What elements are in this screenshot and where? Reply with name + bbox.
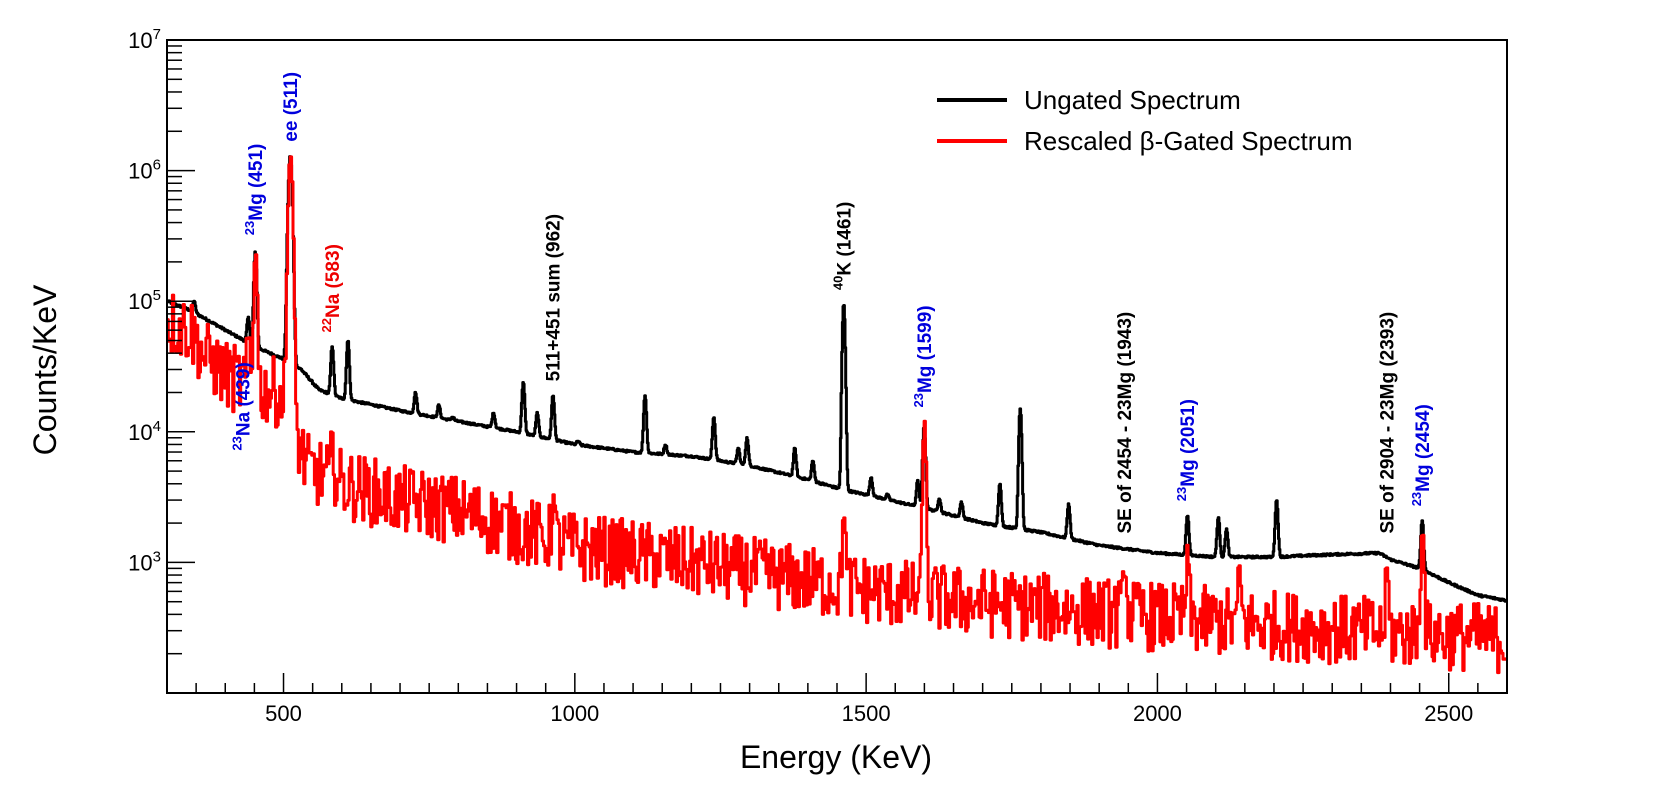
peak-annotation: 40K (1461) <box>830 202 855 290</box>
x-axis-title: Energy (KeV) <box>740 739 932 775</box>
y-tick-label: 103 <box>128 548 161 575</box>
x-axis-ticks: 500 1000 1500 2000 2500 <box>195 673 1508 726</box>
x-tick-label: 1000 <box>550 701 599 726</box>
y-axis-title: Counts/KeV <box>27 284 63 455</box>
peak-annotation: SE of 2904 - 23Mg (2393) <box>1377 312 1398 534</box>
peak-annotation: 23Mg (2454) <box>1409 404 1434 506</box>
peak-annotation: ee (511) <box>281 72 302 142</box>
x-tick-label: 1500 <box>842 701 891 726</box>
peak-annotation: 23Mg (1599) <box>911 305 936 407</box>
peak-annotation: 23Na (439) <box>230 362 255 450</box>
plot-area <box>167 155 1507 675</box>
peak-annotation: 23Mg (2051) <box>1174 399 1199 501</box>
y-tick-label: 105 <box>128 287 161 314</box>
series-ungated-spectrum-line <box>167 155 1507 603</box>
peak-annotation: 23Mg (451) <box>242 144 267 236</box>
legend-label-gated: Rescaled β-Gated Spectrum <box>1024 126 1353 156</box>
x-tick-label: 2500 <box>1424 701 1473 726</box>
y-axis-ticks: 103 104 105 106 107 <box>128 26 195 694</box>
peak-annotation: 511+451 sum (962) <box>544 214 565 381</box>
y-tick-label: 106 <box>128 157 161 184</box>
x-tick-label: 500 <box>265 701 302 726</box>
peak-annotation: 22Na (583) <box>319 244 344 332</box>
legend: Ungated Spectrum Rescaled β-Gated Spectr… <box>937 85 1353 156</box>
y-tick-label: 107 <box>128 26 161 53</box>
legend-label-ungated: Ungated Spectrum <box>1024 85 1241 115</box>
peak-annotation: SE of 2454 - 23Mg (1943) <box>1115 312 1136 534</box>
y-tick-label: 104 <box>128 418 161 445</box>
peak-annotations: 23Na (439) 23Mg (451) ee (511) 22Na (583) 51… <box>230 72 1434 534</box>
series-beta-gated-spectrum-line <box>167 155 1507 675</box>
x-tick-label: 2000 <box>1133 701 1182 726</box>
